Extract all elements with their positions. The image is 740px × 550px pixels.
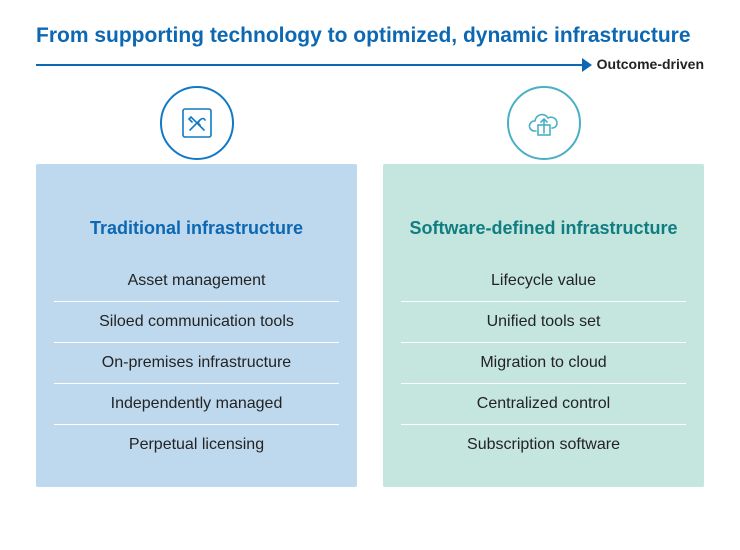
column-software-defined: Software-defined infrastructure Lifecycl… <box>383 124 704 487</box>
list-item: Centralized control <box>401 384 686 424</box>
list-item: Perpetual licensing <box>54 425 339 465</box>
software-defined-heading: Software-defined infrastructure <box>401 218 686 239</box>
traditional-heading: Traditional infrastructure <box>54 218 339 239</box>
software-defined-badge <box>507 86 581 160</box>
list-item: Unified tools set <box>401 302 686 342</box>
column-traditional: Traditional infrastructure Asset managem… <box>36 124 357 487</box>
arrow-label: Outcome-driven <box>597 56 704 72</box>
traditional-panel: Traditional infrastructure Asset managem… <box>36 164 357 487</box>
list-item: Asset management <box>54 261 339 301</box>
list-item: On-premises infrastructure <box>54 343 339 383</box>
arrow-line <box>36 64 584 66</box>
list-item: Lifecycle value <box>401 261 686 301</box>
comparison-columns: Traditional infrastructure Asset managem… <box>36 124 704 487</box>
arrow-head-icon <box>582 58 592 72</box>
cloud-upload-icon <box>522 103 566 143</box>
software-defined-panel: Software-defined infrastructure Lifecycl… <box>383 164 704 487</box>
tools-icon <box>177 103 217 143</box>
list-item: Siloed communication tools <box>54 302 339 342</box>
traditional-badge <box>160 86 234 160</box>
list-item: Subscription software <box>401 425 686 465</box>
page-title: From supporting technology to optimized,… <box>36 24 704 48</box>
list-item: Independently managed <box>54 384 339 424</box>
direction-arrow: Outcome-driven <box>36 56 704 80</box>
list-item: Migration to cloud <box>401 343 686 383</box>
